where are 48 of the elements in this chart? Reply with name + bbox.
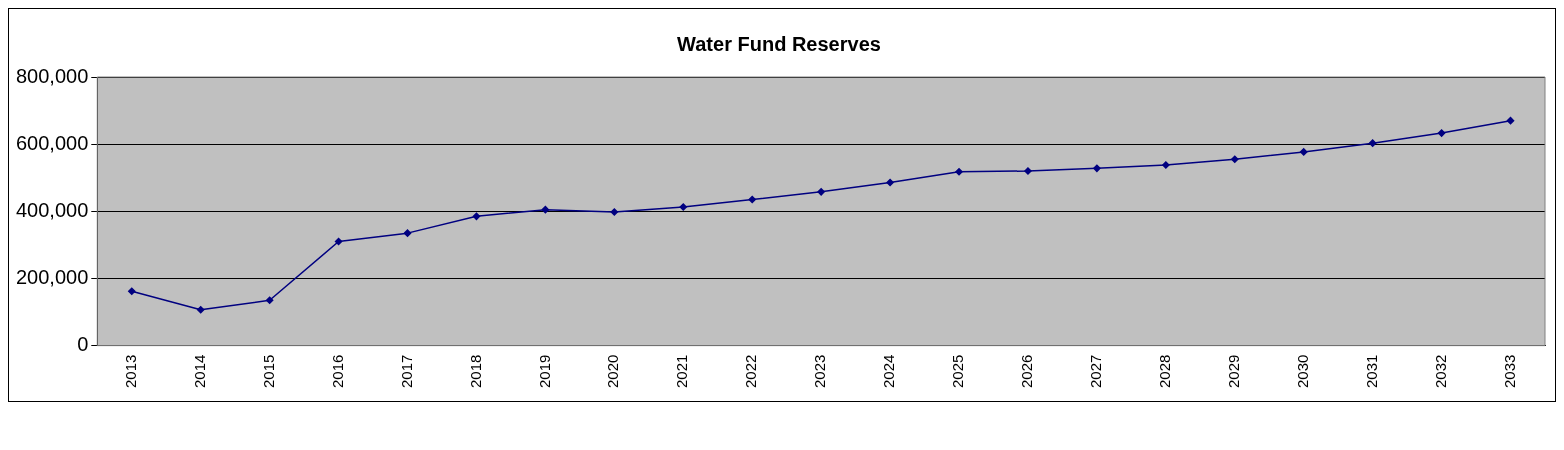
x-tick-label: 2032: [1431, 354, 1449, 389]
x-tick-label: 2030: [1293, 354, 1311, 389]
y-tick-label: 400,000: [16, 198, 89, 221]
x-tick-label: 2033: [1500, 354, 1518, 389]
point: [955, 167, 963, 176]
x-tick-label: 2013: [121, 354, 139, 389]
point: [610, 208, 619, 216]
x-tick-label: 2029: [1224, 354, 1242, 389]
x-tick-label: 2031: [1362, 354, 1380, 389]
point: [403, 229, 412, 237]
point: [1299, 148, 1308, 156]
x-tick-label: 2014: [190, 354, 208, 389]
point: [1231, 155, 1239, 164]
point: [1024, 167, 1032, 175]
point: [541, 205, 550, 214]
y-tick-label: 800,000: [16, 64, 89, 87]
y-tick-label: 0: [77, 333, 89, 356]
x-tick-label: 2026: [1018, 354, 1036, 389]
x-tick-label: 2018: [466, 354, 484, 389]
x-tick-label: 2028: [1155, 354, 1173, 389]
x-tick-label: 2025: [949, 354, 967, 389]
y-tick-label: 600,000: [16, 131, 89, 154]
point: [128, 287, 136, 295]
x-tick-label: 2023: [811, 354, 829, 389]
point: [196, 305, 205, 314]
x-tick-label: 2021: [673, 354, 691, 389]
point: [817, 188, 825, 196]
chart-title: Water Fund Reserves: [677, 32, 881, 55]
point: [1437, 129, 1446, 137]
x-tick-label: 2022: [742, 354, 760, 389]
point: [472, 212, 481, 221]
x-tick-label: 2016: [328, 354, 346, 389]
point: [886, 178, 894, 187]
x-tick-label: 2024: [880, 354, 898, 389]
x-tick-label: 2017: [397, 354, 415, 389]
point: [334, 237, 343, 246]
point: [1162, 161, 1170, 169]
point: [265, 296, 274, 305]
point: [1368, 139, 1377, 147]
x-tick-label: 2015: [259, 354, 277, 389]
point: [1093, 164, 1101, 173]
x-tick-label: 2027: [1087, 354, 1105, 389]
point: [1506, 116, 1515, 125]
point: [748, 195, 756, 204]
x-tick-label: 2020: [604, 354, 622, 389]
y-tick-label: 200,000: [16, 265, 89, 288]
point: [679, 203, 688, 211]
x-tick-label: 2019: [535, 354, 553, 389]
